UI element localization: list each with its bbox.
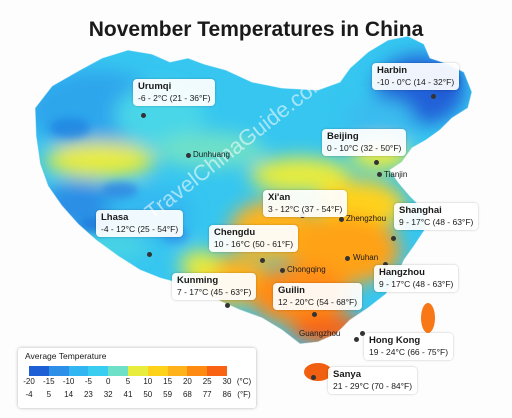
legend-swatch-4 xyxy=(108,366,128,376)
map-title: November Temperatures in China xyxy=(88,18,424,41)
legend-swatch-5 xyxy=(127,366,148,376)
legend-unit-fahrenheit: (°F) xyxy=(237,390,251,399)
legend-tick-celsius: 15 xyxy=(163,377,173,386)
legend-tick-fahrenheit: 86 xyxy=(222,390,232,399)
city-dot-hangzhou xyxy=(383,262,388,267)
city-name: Xi'an xyxy=(268,192,291,203)
city-dot-harbin xyxy=(431,94,436,99)
city-temperature: 10 - 16°C (50 - 61°F) xyxy=(214,239,294,249)
city-name: Shanghai xyxy=(399,205,442,216)
legend-tick-fahrenheit: 68 xyxy=(182,390,192,399)
legend-tick-fahrenheit: 77 xyxy=(202,390,212,399)
city-dot-hong-kong xyxy=(354,337,359,342)
city-dot-kunming xyxy=(225,303,230,308)
city-temperature: -10 - 0°C (14 - 32°F) xyxy=(377,77,455,87)
city-name: Urumqi xyxy=(138,81,172,92)
legend-swatch-3 xyxy=(88,366,109,376)
city-dot-guangzhou xyxy=(360,331,365,336)
city-dot-wuhan xyxy=(345,256,350,261)
callout-shanghai: Shanghai 9 - 17°C (48 - 63°F) xyxy=(394,203,479,230)
legend-swatch-2 xyxy=(68,366,89,376)
callout-kunming: Kunming 7 - 17°C (45 - 63°F) xyxy=(172,273,257,300)
legend-tick-celsius: -5 xyxy=(84,377,92,386)
callout-sanya: Sanya 21 - 29°C (70 - 84°F) xyxy=(328,367,418,394)
city-name: Sanya xyxy=(333,369,361,380)
city-temperature: 3 - 12°C (37 - 54°F) xyxy=(268,204,343,214)
city-dot-dunhuang xyxy=(186,153,191,158)
city-dot-chengdu xyxy=(260,258,265,263)
city-dot-chongqing xyxy=(280,268,285,273)
callout-hong-kong: Hong Kong 19 - 24°C (66 - 75°F) xyxy=(364,333,454,360)
legend-swatch-7 xyxy=(167,366,188,376)
legend-tick-fahrenheit: 32 xyxy=(103,390,113,399)
city-name: Harbin xyxy=(377,65,408,76)
city-label-guangzhou: Guangzhou xyxy=(299,329,341,338)
callout-urumqi: Urumqi -6 - 2°C (21 - 36°F) xyxy=(133,79,216,106)
legend-tick-fahrenheit: 59 xyxy=(163,390,173,399)
city-temperature: 12 - 20°C (54 - 68°F) xyxy=(278,297,358,307)
city-name: Guilin xyxy=(278,285,305,296)
city-temperature: 0 - 10°C (32 - 50°F) xyxy=(327,143,402,153)
legend-unit-celsius: (°C) xyxy=(236,377,252,386)
legend-tick-celsius: 30 xyxy=(222,377,232,386)
callout-harbin: Harbin -10 - 0°C (14 - 32°F) xyxy=(372,63,460,90)
legend-tick-celsius: 5 xyxy=(125,377,131,386)
city-label-wuhan: Wuhan xyxy=(353,253,379,262)
city-temperature: 19 - 24°C (66 - 75°F) xyxy=(369,347,449,357)
callout-beijing: Beijing 0 - 10°C (32 - 50°F) xyxy=(322,129,407,156)
callout-chengdu: Chengdu 10 - 16°C (50 - 61°F) xyxy=(209,225,299,252)
city-temperature: 9 - 17°C (48 - 63°F) xyxy=(399,217,474,227)
city-temperature: 7 - 17°C (45 - 63°F) xyxy=(177,287,252,297)
legend-swatch-6 xyxy=(147,366,168,376)
city-dot-urumqi xyxy=(141,113,146,118)
city-name: Chengdu xyxy=(214,227,256,238)
legend-tick-fahrenheit: 41 xyxy=(123,390,133,399)
legend-tick-celsius: -20 xyxy=(23,377,35,386)
legend-color-scale xyxy=(29,366,227,376)
city-dot-sanya xyxy=(311,375,316,380)
legend-tick-fahrenheit: 5 xyxy=(46,390,52,399)
city-dot-shanghai xyxy=(391,236,396,241)
legend-tick-celsius: 20 xyxy=(182,377,192,386)
legend-swatch-0 xyxy=(29,366,49,376)
legend-tick-fahrenheit: 23 xyxy=(83,390,93,399)
city-temperature: -4 - 12°C (25 - 54°F) xyxy=(101,224,179,234)
legend-tick-celsius: 10 xyxy=(143,377,153,386)
city-name: Beijing xyxy=(327,131,359,142)
legend-tick-fahrenheit: 14 xyxy=(64,390,74,399)
city-temperature: 21 - 29°C (70 - 84°F) xyxy=(333,381,413,391)
legend-tick-fahrenheit: 50 xyxy=(143,390,153,399)
legend-tick-celsius: 0 xyxy=(105,377,111,386)
city-dot-tianjin xyxy=(377,172,382,177)
legend-tick-celsius: -15 xyxy=(43,377,55,386)
legend-swatch-1 xyxy=(48,366,69,376)
callout-xian: Xi'an 3 - 12°C (37 - 54°F) xyxy=(263,190,348,217)
city-label-chongqing: Chongqing xyxy=(287,265,326,274)
city-dot-guilin xyxy=(312,312,317,317)
taiwan-island xyxy=(421,303,435,333)
city-label-tianjin: Tianjin xyxy=(384,170,408,179)
callout-hangzhou: Hangzhou 9 - 17°C (48 - 63°F) xyxy=(374,265,459,292)
city-label-dunhuang: Dunhuang xyxy=(193,150,230,159)
callout-guilin: Guilin 12 - 20°C (54 - 68°F) xyxy=(273,283,363,310)
city-temperature: 9 - 17°C (48 - 63°F) xyxy=(379,279,454,289)
city-name: Lhasa xyxy=(101,212,129,223)
legend-tick-fahrenheit: -4 xyxy=(25,390,33,399)
city-dot-lhasa xyxy=(147,252,152,257)
legend-tick-celsius: -10 xyxy=(62,377,75,386)
legend-tick-celsius: 25 xyxy=(202,377,212,386)
city-dot-zhengzhou xyxy=(339,217,344,222)
city-dot-beijing xyxy=(374,160,379,165)
legend-title: Average Temperature xyxy=(25,351,107,361)
city-label-zhengzhou: Zhengzhou xyxy=(346,214,387,223)
city-name: Hangzhou xyxy=(379,267,425,278)
city-name: Kunming xyxy=(177,275,219,286)
city-temperature: -6 - 2°C (21 - 36°F) xyxy=(138,93,211,103)
temperature-legend: Average Temperature -20 -15 -10 -5 0 5 10 15 20 2… xyxy=(18,348,256,408)
legend-swatch-9 xyxy=(207,366,227,376)
legend-swatch-8 xyxy=(187,366,208,376)
callout-lhasa: Lhasa -4 - 12°C (25 - 54°F) xyxy=(96,210,184,237)
city-name: Hong Kong xyxy=(369,335,421,346)
